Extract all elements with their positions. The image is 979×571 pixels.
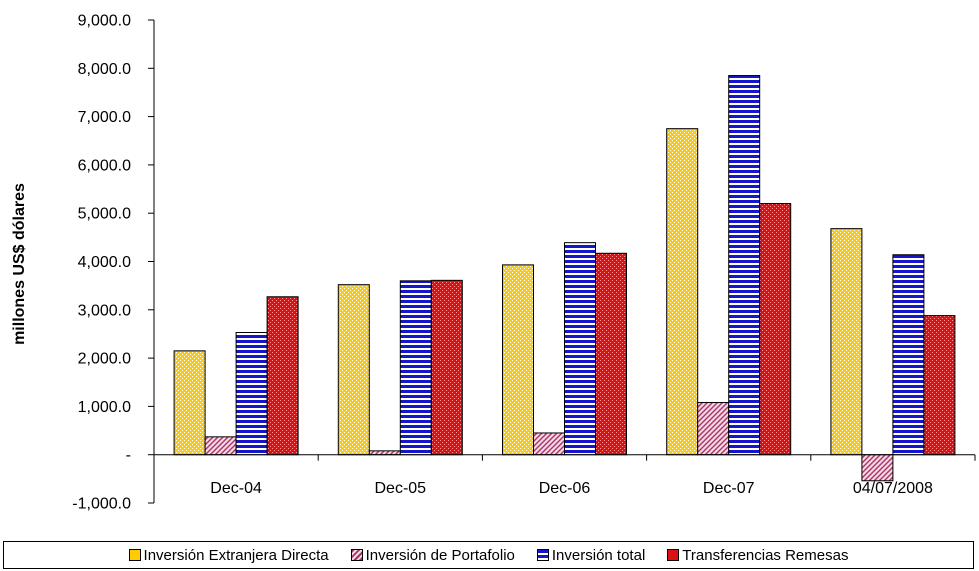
chart-legend: Inversión Extranjera Directa Inversión d…	[3, 541, 974, 569]
legend-swatch-remesas	[667, 549, 680, 561]
bar-series-1-cat-1	[368, 450, 401, 456]
y-tick-label: 7,000.0	[78, 109, 131, 126]
y-tick-label: 4,000.0	[78, 254, 131, 271]
bar-series-3-cat-3	[759, 203, 792, 456]
legend-item-portafolio: Inversión de Portafolio	[350, 546, 515, 564]
bar-series-3-cat-4	[923, 315, 956, 456]
y-tick-label: 2,000.0	[78, 351, 131, 368]
legend-item-ied: Inversión Extranjera Directa	[128, 546, 329, 564]
y-tick-label: 9,000.0	[78, 13, 131, 30]
y-tick-label: 1,000.0	[78, 399, 131, 416]
y-tick-label: 6,000.0	[78, 157, 131, 174]
bar-series-2-cat-3	[728, 75, 761, 456]
y-tick-label: -	[126, 447, 131, 464]
bar-series-0-cat-1	[337, 284, 370, 456]
y-tick-label: -1,000.0	[72, 496, 131, 513]
bar-series-1-cat-0	[204, 436, 237, 456]
x-tick-label: Dec-07	[703, 480, 755, 497]
legend-label-total: Inversión total	[551, 546, 646, 564]
y-tick-label: 5,000.0	[78, 206, 131, 223]
x-tick-label: Dec-04	[210, 480, 262, 497]
bar-series-1-cat-4	[861, 454, 894, 482]
bar-series-0-cat-2	[502, 264, 534, 456]
bar-series-3-cat-2	[595, 252, 627, 456]
legend-label-ied: Inversión Extranjera Directa	[143, 546, 329, 564]
bar-series-2-cat-0	[235, 332, 268, 456]
y-tick-label: 8,000.0	[78, 61, 131, 78]
bar-series-3-cat-0	[266, 296, 299, 456]
bar-series-2-cat-1	[399, 280, 432, 456]
legend-item-remesas: Transferencias Remesas	[667, 547, 848, 564]
bar-series-3-cat-1	[430, 279, 463, 456]
legend-swatch-portafolio	[350, 549, 363, 561]
bar-series-2-cat-2	[564, 242, 596, 456]
x-tick-label: 04/07/2008	[853, 480, 933, 497]
y-tick-label: 3,000.0	[78, 302, 131, 319]
bar-series-1-cat-2	[533, 432, 565, 456]
legend-label-portafolio: Inversión de Portafolio	[365, 546, 515, 564]
y-axis-label: millones US$ dólares	[11, 183, 28, 345]
bar-chart: -1,000.0-1,000.02,000.03,000.04,000.05,0…	[11, 13, 976, 513]
legend-label-remesas: Transferencias Remesas	[682, 546, 849, 564]
bar-series-0-cat-3	[666, 128, 699, 456]
bar-series-1-cat-3	[697, 402, 730, 456]
x-tick-label: Dec-06	[539, 480, 591, 497]
legend-item-total: Inversión total	[536, 546, 646, 564]
bar-series-0-cat-0	[173, 350, 206, 456]
bar-series-2-cat-4	[892, 254, 925, 456]
x-tick-label: Dec-05	[375, 480, 427, 497]
legend-swatch-ied	[128, 549, 141, 561]
legend-swatch-total	[536, 549, 549, 561]
bar-series-0-cat-4	[830, 228, 863, 456]
